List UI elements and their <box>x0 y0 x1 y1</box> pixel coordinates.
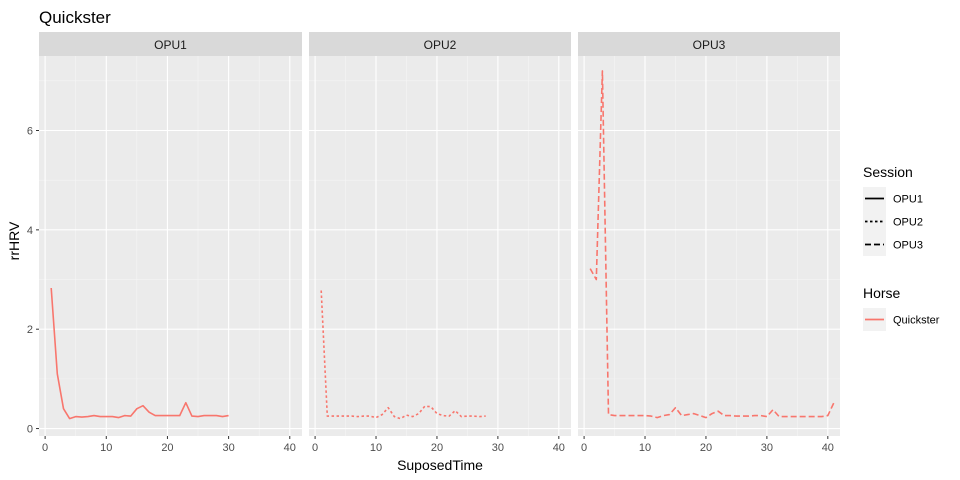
facet-panel-opu2: OPU2 0 10 20 30 40 <box>309 32 571 454</box>
x-tick-label: 40 <box>553 442 565 454</box>
panel-background <box>309 56 571 436</box>
x-tick-label: 30 <box>222 442 234 454</box>
legend-label: Quickster <box>893 315 940 327</box>
legend-title: Session <box>863 164 913 180</box>
x-tick-label: 10 <box>639 442 651 454</box>
series-line-opu3 <box>589 70 835 419</box>
x-tick-label: 20 <box>161 442 173 454</box>
legend-label: OPU2 <box>893 217 923 229</box>
x-tick-label: 0 <box>42 442 48 454</box>
panel-background <box>578 56 840 436</box>
x-tick-label: 30 <box>761 442 773 454</box>
x-tick-label: 40 <box>284 442 296 454</box>
x-tick-label: 20 <box>700 442 712 454</box>
legend-label: OPU1 <box>893 194 923 206</box>
chart-title: Quickster <box>39 8 111 27</box>
facet-strip <box>309 32 571 56</box>
y-tick-label: 2 <box>27 324 33 336</box>
facet-strip-label: OPU3 <box>693 38 726 52</box>
panel-background <box>39 56 302 436</box>
legend-session: Session OPU1 OPU2 OPU3 <box>863 164 923 256</box>
legends: Session OPU1 OPU2 OPU3 Horse Quickster <box>863 164 940 331</box>
series-line-opu1 <box>50 287 229 420</box>
y-tick-label: 0 <box>27 424 33 436</box>
x-tick-label: 20 <box>431 442 443 454</box>
y-tick-label: 4 <box>27 225 33 237</box>
x-tick-label: 10 <box>370 442 382 454</box>
facet-panel-opu3: OPU3 0 10 20 30 40 <box>578 32 840 454</box>
facet-strip-label: OPU2 <box>424 38 457 52</box>
facet-strip <box>39 32 302 56</box>
series-line-opu2 <box>320 290 486 420</box>
legend-label: OPU3 <box>893 240 923 252</box>
y-tick-label: 6 <box>27 126 33 138</box>
x-tick-label: 40 <box>822 442 834 454</box>
facet-panel-opu1: OPU1 0 10 20 30 40 0 2 4 6 <box>27 32 302 454</box>
legend-key <box>863 210 886 233</box>
y-axis-title: rrHRV <box>6 221 22 260</box>
facet-strip-label: OPU1 <box>154 38 187 52</box>
facet-panels: OPU1 0 10 20 30 40 0 2 4 6 OPU2 0 10 20 30 40 OPU3 0 10 20 3… <box>27 32 840 454</box>
x-tick-label: 10 <box>100 442 112 454</box>
x-axis-title: SuposedTime <box>397 457 483 473</box>
x-tick-label: 30 <box>492 442 504 454</box>
x-tick-label: 0 <box>581 442 587 454</box>
x-tick-label: 0 <box>312 442 318 454</box>
facet-strip <box>578 32 840 56</box>
legend-horse: Horse Quickster <box>863 285 940 331</box>
legend-title: Horse <box>863 285 901 301</box>
